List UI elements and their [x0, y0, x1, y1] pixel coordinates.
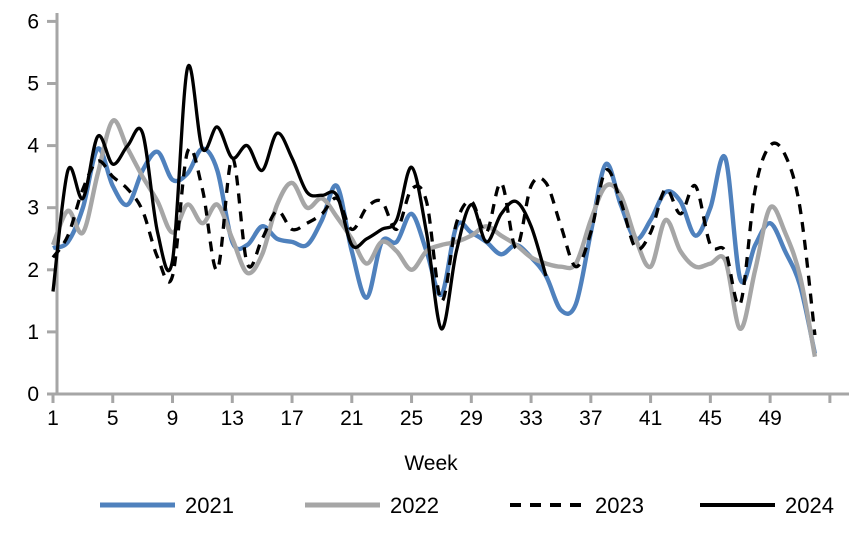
x-tick-label: 41	[639, 407, 662, 430]
x-axis-title: Week	[404, 452, 458, 475]
x-tick-label: 9	[167, 407, 179, 430]
x-tick-label: 21	[340, 407, 363, 430]
series-2022-line	[50, 118, 818, 358]
legend-2022-label: 2022	[390, 493, 439, 518]
y-tick-label: 5	[27, 73, 39, 96]
x-tick-label: 17	[280, 407, 303, 430]
x-tick-label: 13	[221, 407, 244, 430]
x-tick-label: 29	[460, 407, 483, 430]
legend-2024-label: 2024	[785, 493, 834, 518]
x-tick-label: 1	[47, 407, 59, 430]
series-2021-line	[52, 146, 818, 355]
y-tick-label: 1	[27, 321, 39, 344]
legend-2023-label: 2023	[595, 493, 644, 518]
x-tick-label: 33	[519, 407, 542, 430]
x-tick-label: 45	[699, 407, 722, 430]
legend-2021-label: 2021	[185, 493, 234, 518]
y-tick-label: 6	[27, 10, 39, 33]
series-2023-line	[51, 141, 817, 336]
y-tick-label: 4	[27, 135, 39, 158]
x-tick-label: 49	[758, 407, 781, 430]
x-tick-label: 25	[400, 407, 423, 430]
series-2024-line	[51, 63, 548, 331]
x-tick-label: 37	[579, 407, 602, 430]
y-tick-label: 0	[27, 383, 39, 406]
y-tick-label: 3	[27, 197, 39, 220]
y-tick-label: 2	[27, 259, 39, 282]
x-tick-label: 5	[107, 407, 119, 430]
